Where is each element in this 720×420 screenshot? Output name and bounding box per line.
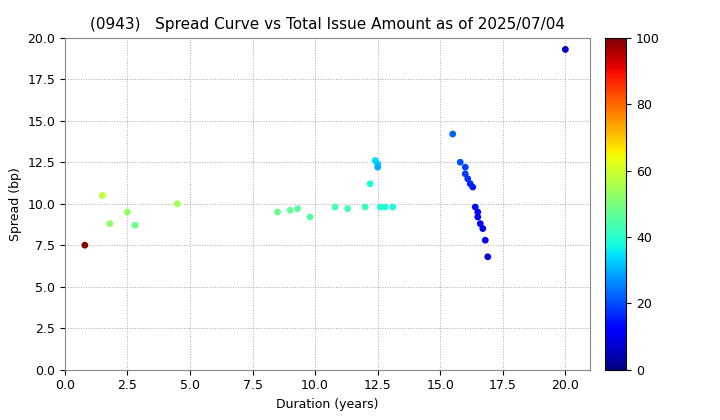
Point [447, 131, 459, 137]
Point [480, 237, 491, 244]
Point [379, 204, 391, 210]
Point [477, 225, 489, 232]
Point [372, 164, 384, 171]
Point [467, 184, 479, 190]
Point [359, 204, 371, 210]
Point [305, 214, 316, 220]
Point [104, 220, 116, 227]
Point [459, 171, 471, 177]
Point [292, 205, 303, 212]
Point [364, 181, 376, 187]
Point [474, 220, 486, 227]
Point [171, 200, 183, 207]
Point [464, 181, 476, 187]
Point [122, 209, 133, 215]
X-axis label: Duration (years): Duration (years) [276, 398, 379, 411]
Point [129, 222, 140, 228]
Point [469, 204, 481, 210]
Point [454, 159, 466, 165]
Point [271, 209, 283, 215]
Point [472, 209, 484, 215]
Point [96, 192, 108, 199]
Point [372, 160, 384, 167]
Point [387, 204, 398, 210]
Point [342, 205, 354, 212]
Point [559, 46, 571, 53]
Point [472, 214, 484, 220]
Point [374, 204, 386, 210]
Point [462, 176, 474, 182]
Y-axis label: Spread (bp): Spread (bp) [9, 167, 22, 241]
Point [482, 253, 493, 260]
Point [369, 157, 381, 164]
Point [79, 242, 91, 249]
Point [459, 164, 471, 171]
Point [329, 204, 341, 210]
Point [284, 207, 296, 214]
Title: (0943)   Spread Curve vs Total Issue Amount as of 2025/07/04: (0943) Spread Curve vs Total Issue Amoun… [90, 18, 565, 32]
